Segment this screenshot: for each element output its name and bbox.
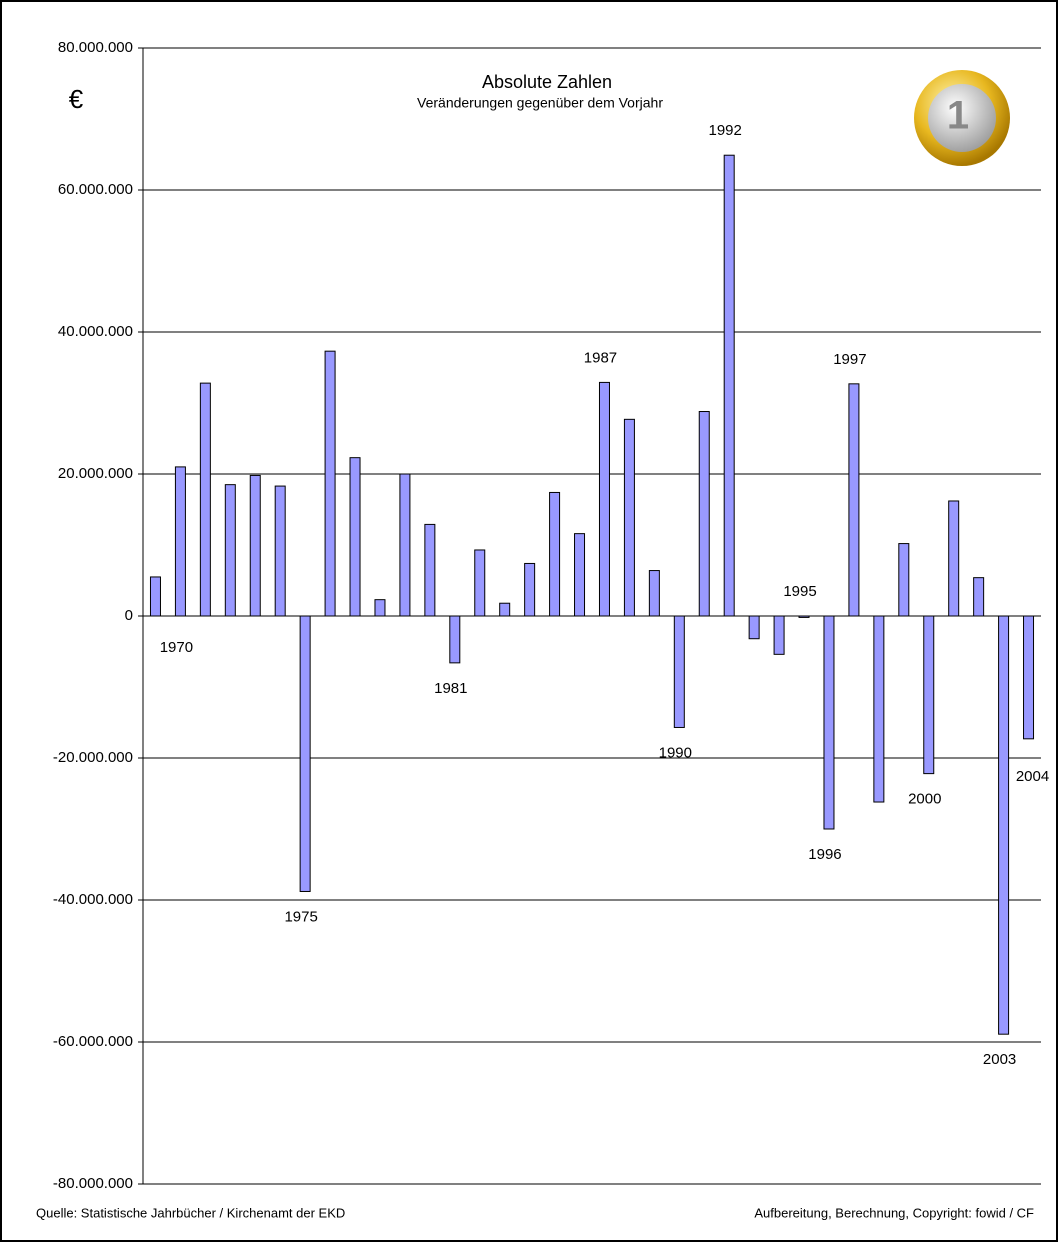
bar bbox=[199, 382, 211, 617]
credit: Aufbereitung, Berechnung, Copyright: fow… bbox=[754, 1205, 1034, 1220]
y-tick-label: 80.000.000 bbox=[58, 39, 133, 56]
bar bbox=[449, 615, 461, 664]
bar bbox=[149, 576, 161, 617]
bar bbox=[299, 615, 311, 892]
bar bbox=[798, 615, 810, 618]
bar bbox=[973, 577, 985, 617]
bar bbox=[474, 549, 486, 617]
bar bbox=[598, 381, 610, 617]
category-label: 1997 bbox=[833, 351, 866, 368]
bar bbox=[823, 615, 835, 830]
y-tick-label: 0 bbox=[125, 607, 133, 624]
category-label: 1975 bbox=[284, 908, 317, 925]
bar bbox=[1023, 615, 1035, 740]
category-label: 1981 bbox=[434, 680, 467, 697]
y-tick-label: 20.000.000 bbox=[58, 465, 133, 482]
bar bbox=[948, 500, 960, 617]
bar bbox=[349, 457, 361, 617]
y-tick-label: -80.000.000 bbox=[53, 1175, 133, 1192]
y-tick-label: -20.000.000 bbox=[53, 749, 133, 766]
bar bbox=[923, 615, 935, 775]
chart-subtitle: Veränderungen gegenüber dem Vorjahr bbox=[417, 95, 663, 111]
category-label: 1996 bbox=[808, 846, 841, 863]
bar bbox=[673, 615, 685, 728]
category-label: 1992 bbox=[709, 122, 742, 139]
bar bbox=[574, 533, 586, 617]
category-label: 2000 bbox=[908, 791, 941, 808]
bar bbox=[873, 615, 885, 803]
category-label: 1987 bbox=[584, 349, 617, 366]
chart-title: Absolute Zahlen bbox=[482, 72, 612, 92]
bar bbox=[224, 484, 236, 617]
bar bbox=[723, 154, 735, 617]
bar bbox=[424, 523, 436, 617]
category-label: 1990 bbox=[659, 744, 692, 761]
bar bbox=[698, 411, 710, 617]
bar bbox=[848, 383, 860, 617]
category-label: 2003 bbox=[983, 1051, 1016, 1068]
bar bbox=[623, 418, 635, 617]
bar bbox=[499, 602, 511, 617]
y-tick-label: -40.000.000 bbox=[53, 891, 133, 908]
category-label: 1970 bbox=[160, 639, 193, 656]
category-label: 1995 bbox=[783, 583, 816, 600]
bar bbox=[249, 474, 261, 617]
bar bbox=[174, 466, 186, 617]
y-tick-label: -60.000.000 bbox=[53, 1033, 133, 1050]
category-label: 2004 bbox=[1016, 768, 1049, 785]
unit-label: € bbox=[69, 84, 84, 114]
bar bbox=[524, 562, 536, 617]
bar bbox=[998, 615, 1010, 1035]
source: Quelle: Statistische Jahrbücher / Kirche… bbox=[36, 1205, 345, 1220]
y-tick-label: 40.000.000 bbox=[58, 323, 133, 340]
bar bbox=[773, 615, 785, 655]
bar bbox=[648, 570, 660, 617]
bar bbox=[374, 599, 386, 617]
bar bbox=[399, 473, 411, 617]
coin-icon: 1 bbox=[914, 70, 1010, 166]
bar bbox=[748, 615, 760, 640]
y-tick-label: 60.000.000 bbox=[58, 181, 133, 198]
bar bbox=[898, 543, 910, 617]
svg-text:1: 1 bbox=[947, 94, 969, 138]
bar bbox=[324, 350, 336, 617]
bar bbox=[549, 491, 561, 617]
bar bbox=[274, 485, 286, 617]
